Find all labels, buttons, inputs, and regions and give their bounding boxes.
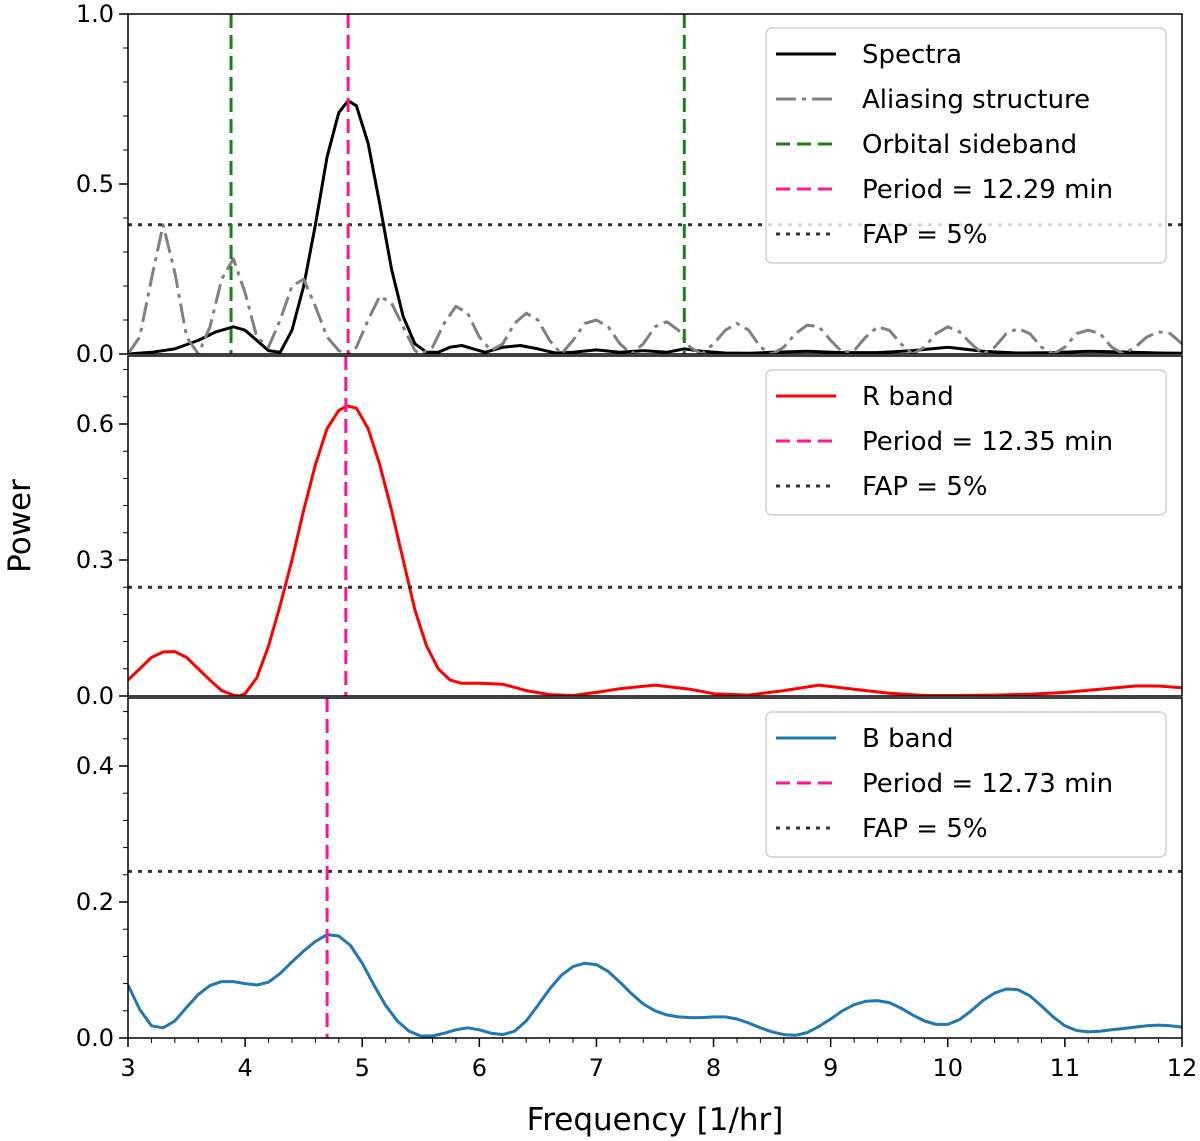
y-tick-label: 0.0 (76, 682, 114, 710)
y-tick-label: 1.0 (76, 0, 114, 28)
legend-label: FAP = 5% (862, 220, 988, 250)
legend: B band Period = 12.73 min FAP = 5% (765, 711, 1167, 858)
legend-label: FAP = 5% (862, 814, 988, 844)
legend-label: Spectra (862, 40, 962, 70)
x-axis-title: Frequency [1/hr] (527, 1102, 784, 1138)
y-tick-label: 0.2 (76, 888, 114, 916)
r-band-curve (128, 404, 1182, 696)
plot-area (128, 698, 1182, 1038)
x-tick-label: 6 (472, 1054, 487, 1082)
y-tick-label: 0.0 (76, 1024, 114, 1052)
y-tick-label: 0.3 (76, 546, 114, 574)
y-axis-title: Power (2, 479, 38, 573)
spectra-curve (128, 99, 1182, 354)
y-tick-label: 0.0 (76, 340, 114, 368)
legend-box (765, 369, 1167, 516)
legend-label: Aliasing structure (862, 85, 1090, 115)
x-tick-label: 3 (120, 1054, 135, 1082)
plot-area (128, 356, 1182, 696)
x-tick-label: 5 (355, 1054, 370, 1082)
legend-box (765, 27, 1167, 264)
legend-label: Orbital sideband (862, 130, 1077, 160)
legend-label: Period = 12.29 min (862, 175, 1113, 205)
b-band-curve (128, 933, 1182, 1038)
x-tick-label: 7 (589, 1054, 604, 1082)
y-tick-label: 0.6 (76, 410, 114, 438)
x-tick-label: 11 (1050, 1054, 1081, 1082)
aliasing-structure-curve (128, 223, 1182, 354)
panel-frame (127, 697, 1183, 1039)
y-tick-label: 0.5 (76, 170, 114, 198)
legend-box (765, 711, 1167, 858)
legend-label: Period = 12.73 min (862, 769, 1113, 799)
legend: Spectra Aliasing structure Orbital sideban… (765, 27, 1167, 264)
legend-label: FAP = 5% (862, 472, 988, 502)
legend: R band Period = 12.35 min FAP = 5% (765, 369, 1167, 516)
legend-label: B band (862, 724, 954, 754)
r-band-panel: 0.0 0.3 0.6 R band Period = 12.35 min FAP = 5… (76, 355, 1183, 710)
panel-frame (127, 13, 1183, 355)
spectra-panel: 0.0 0.5 1.0 Spectra Aliasing structure Orbita… (76, 0, 1183, 368)
plot-area (128, 14, 1182, 354)
x-tick-label: 4 (237, 1054, 252, 1082)
y-tick-label: 0.4 (76, 752, 114, 780)
legend-label: R band (862, 382, 954, 412)
x-tick-label: 12 (1167, 1054, 1198, 1082)
x-tick-label: 8 (706, 1054, 721, 1082)
x-axis: 3 4 5 6 7 8 9 10 11 12 (120, 1038, 1197, 1082)
legend-label: Period = 12.35 min (862, 427, 1113, 457)
x-tick-label: 9 (823, 1054, 838, 1082)
x-tick-label: 10 (933, 1054, 964, 1082)
b-band-panel: 0.0 0.2 0.4 B band Period = 12.73 min FAP = 5… (76, 697, 1183, 1052)
panel-frame (127, 355, 1183, 697)
